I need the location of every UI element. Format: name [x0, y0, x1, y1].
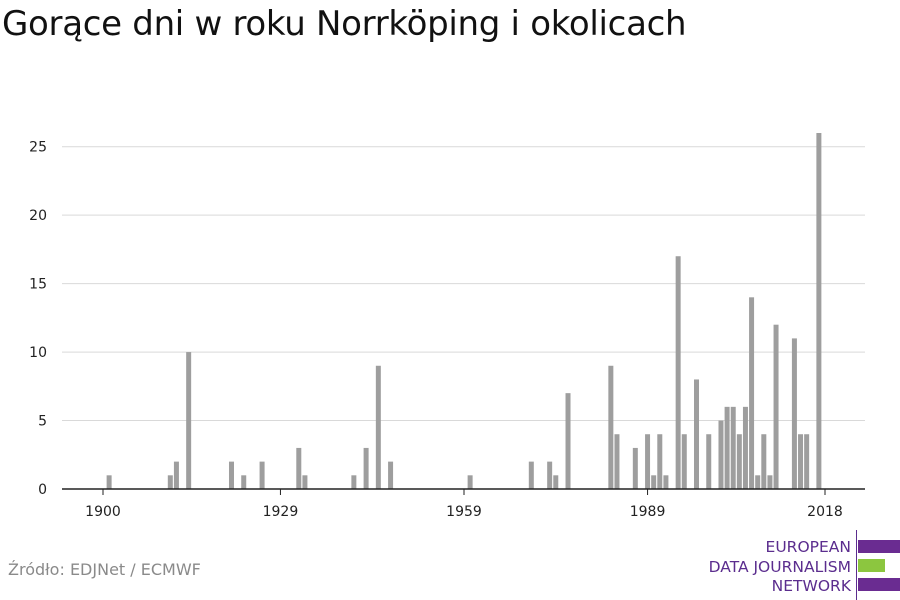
bar-1923	[241, 475, 247, 489]
bar-1974	[553, 475, 559, 489]
bar-1911	[167, 475, 173, 489]
bar-2014	[798, 434, 804, 489]
bar-2005	[742, 406, 748, 489]
y-tick-label-25: 25	[29, 140, 47, 156]
bar-1912	[173, 461, 179, 489]
bar-2003	[730, 406, 736, 489]
logo-line-european: EUROPEAN	[765, 538, 851, 556]
x-tick-label-1959: 1959	[446, 504, 482, 520]
bar-1921	[228, 461, 234, 489]
logo-bar-top	[858, 540, 900, 553]
bar-2010	[773, 324, 779, 489]
bar-1941	[351, 475, 357, 489]
logo-line-network: NETWORK	[771, 577, 851, 595]
bar-2006	[749, 297, 755, 489]
x-tick-label-1900: 1900	[85, 504, 121, 520]
bar-1987	[632, 447, 638, 489]
bar-1976	[565, 393, 571, 489]
bar-2009	[767, 475, 773, 489]
bar-1932	[296, 447, 302, 489]
chart-title: Gorące dni w roku Norrköping i okolicach	[2, 4, 687, 44]
bars	[106, 133, 822, 489]
y-axis: 0 5 10 15 20 25	[29, 140, 47, 498]
gridlines	[62, 146, 865, 422]
bar-1960	[467, 475, 473, 489]
bar-1989	[645, 434, 651, 489]
y-tick-label-15: 15	[29, 277, 47, 293]
y-tick-label-10: 10	[29, 345, 47, 361]
bar-1943	[363, 447, 369, 489]
logo-bar-middle	[858, 559, 885, 572]
y-tick-label-20: 20	[29, 208, 47, 224]
bar-1973	[547, 461, 553, 489]
x-tick-label-1929: 1929	[263, 504, 299, 520]
x-tick-label-1989: 1989	[630, 504, 666, 520]
bar-2001	[718, 420, 724, 489]
source-note: Źródło: EDJNet / ECMWF	[8, 560, 201, 579]
bar-1914	[186, 352, 192, 489]
y-tick-label-5: 5	[38, 414, 47, 430]
logo-text: EUROPEAN DATA JOURNALISM NETWORK	[709, 538, 851, 597]
bar-2004	[736, 434, 742, 489]
logo-line-data-journalism: DATA JOURNALISM	[708, 557, 851, 576]
x-axis: 1900 1929 1959 1989 2018	[62, 488, 865, 520]
bar-1933	[302, 475, 308, 489]
x-tick-label-2018: 2018	[807, 504, 843, 520]
bar-2015	[804, 434, 810, 489]
bar-1990	[651, 475, 657, 489]
bar-1999	[706, 434, 712, 489]
logo-divider	[856, 530, 857, 600]
bar-2017	[816, 133, 822, 489]
bar-1945	[375, 365, 381, 489]
bar-1947	[388, 461, 394, 489]
bar-1992	[663, 475, 669, 489]
bar-1997	[694, 379, 700, 489]
bar-2013	[791, 338, 797, 489]
logo-bar-bottom	[858, 578, 900, 591]
bar-1926	[259, 461, 265, 489]
bar-1991	[657, 434, 663, 489]
bar-1983	[608, 365, 614, 489]
bar-2002	[724, 406, 730, 489]
bar-2007	[755, 475, 761, 489]
bar-1994	[675, 256, 681, 489]
bar-1901	[106, 475, 112, 489]
edjnet-logo[interactable]: EUROPEAN DATA JOURNALISM NETWORK	[700, 528, 900, 600]
bar-1970	[528, 461, 534, 489]
y-tick-label-0: 0	[38, 482, 47, 498]
bar-1995	[681, 434, 687, 489]
bar-2008	[761, 434, 767, 489]
bar-1984	[614, 434, 620, 489]
